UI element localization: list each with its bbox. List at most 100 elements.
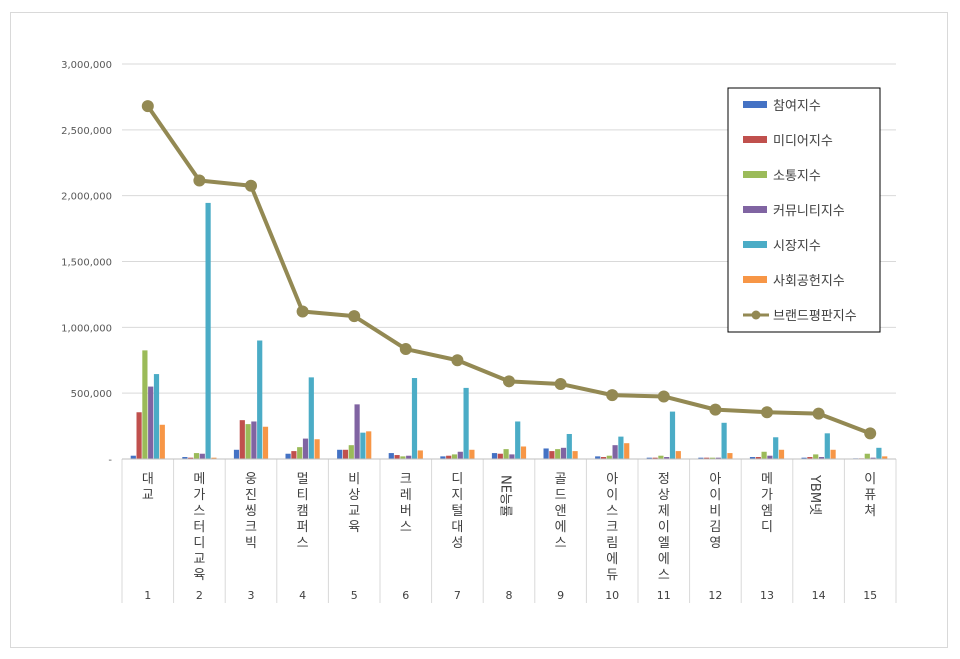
bar [308,377,314,459]
bar [755,457,761,459]
rank-label: 9 [557,589,564,602]
bar [153,374,160,459]
y-tick-label: 3,000,000 [61,60,112,71]
bar [503,449,509,459]
bar [515,421,521,459]
rank-label: 6 [402,589,409,602]
bar [199,453,205,459]
bar [411,378,418,459]
bar [193,453,200,459]
line-point [606,389,619,402]
bar [348,445,354,459]
rank-label: 7 [454,589,461,602]
bar [876,447,882,459]
line-point [296,305,309,318]
bar [595,456,601,459]
bar [302,438,309,459]
bar [646,457,652,459]
bar [245,424,251,459]
bar [130,455,136,459]
bar [233,449,240,459]
bar [497,453,503,459]
bar [142,350,148,459]
bar [366,431,372,459]
legend-label: 커뮤니티지수 [773,204,845,219]
legend-label: 참여지수 [773,99,821,114]
bar [257,340,263,459]
bar [801,457,807,459]
bar [262,426,269,459]
bar [342,449,349,459]
bar [721,422,727,459]
bar [337,449,343,459]
bar [446,455,452,459]
bar [211,457,217,459]
bar [675,451,681,459]
line-point [657,390,670,403]
bar [715,457,721,459]
bar [566,433,572,459]
bar [491,453,498,459]
chart-frame: - 500,000 1,000,000 1,500,000 2,000,000 2,500… [10,12,948,648]
rank-label: 8 [506,589,513,602]
legend-swatch [743,136,767,143]
bar [148,386,154,459]
bar [520,446,527,459]
bar [572,451,578,459]
legend-swatch-marker [751,310,761,320]
bar [830,449,836,459]
rank-label: 14 [812,589,826,602]
bar [761,451,767,459]
legend-swatch [743,171,767,178]
bar [285,453,291,459]
legend-swatch [743,276,767,283]
legend-swatch [743,206,767,213]
bar [239,420,245,459]
y-tick-label: 2,500,000 [61,126,112,137]
legend-label: 사회공헌지수 [773,274,845,289]
bar [882,456,888,459]
bar [870,457,876,459]
line-series-group [141,100,877,440]
legend-swatch [743,241,767,248]
brand-reputation-chart: - 500,000 1,000,000 1,500,000 2,000,000 2,500… [61,60,897,603]
bar [864,453,870,459]
bar [773,437,779,459]
bar [749,457,756,459]
bar [159,424,165,459]
line-point [503,375,515,388]
bar [182,457,188,459]
line-point [451,354,464,367]
bar [807,457,813,459]
rank-label: 3 [248,589,255,602]
bar-series-group [130,202,888,460]
bar [813,454,819,459]
bar [669,411,676,459]
bar [509,454,515,459]
bar [360,432,366,459]
bar [555,449,561,459]
y-tick-label: 1,500,000 [61,258,112,269]
legend-label: 미디어지수 [773,134,833,149]
bar [704,457,710,459]
line-point [709,403,722,416]
y-axis: - 500,000 1,000,000 1,500,000 2,000,000 2,500… [61,60,112,466]
legend-label: 소통지수 [773,169,821,184]
y-tick-label: - [108,455,112,466]
bar [664,457,670,459]
bar [188,457,194,459]
bar [612,445,618,459]
bar [606,455,612,459]
bar [549,451,555,459]
